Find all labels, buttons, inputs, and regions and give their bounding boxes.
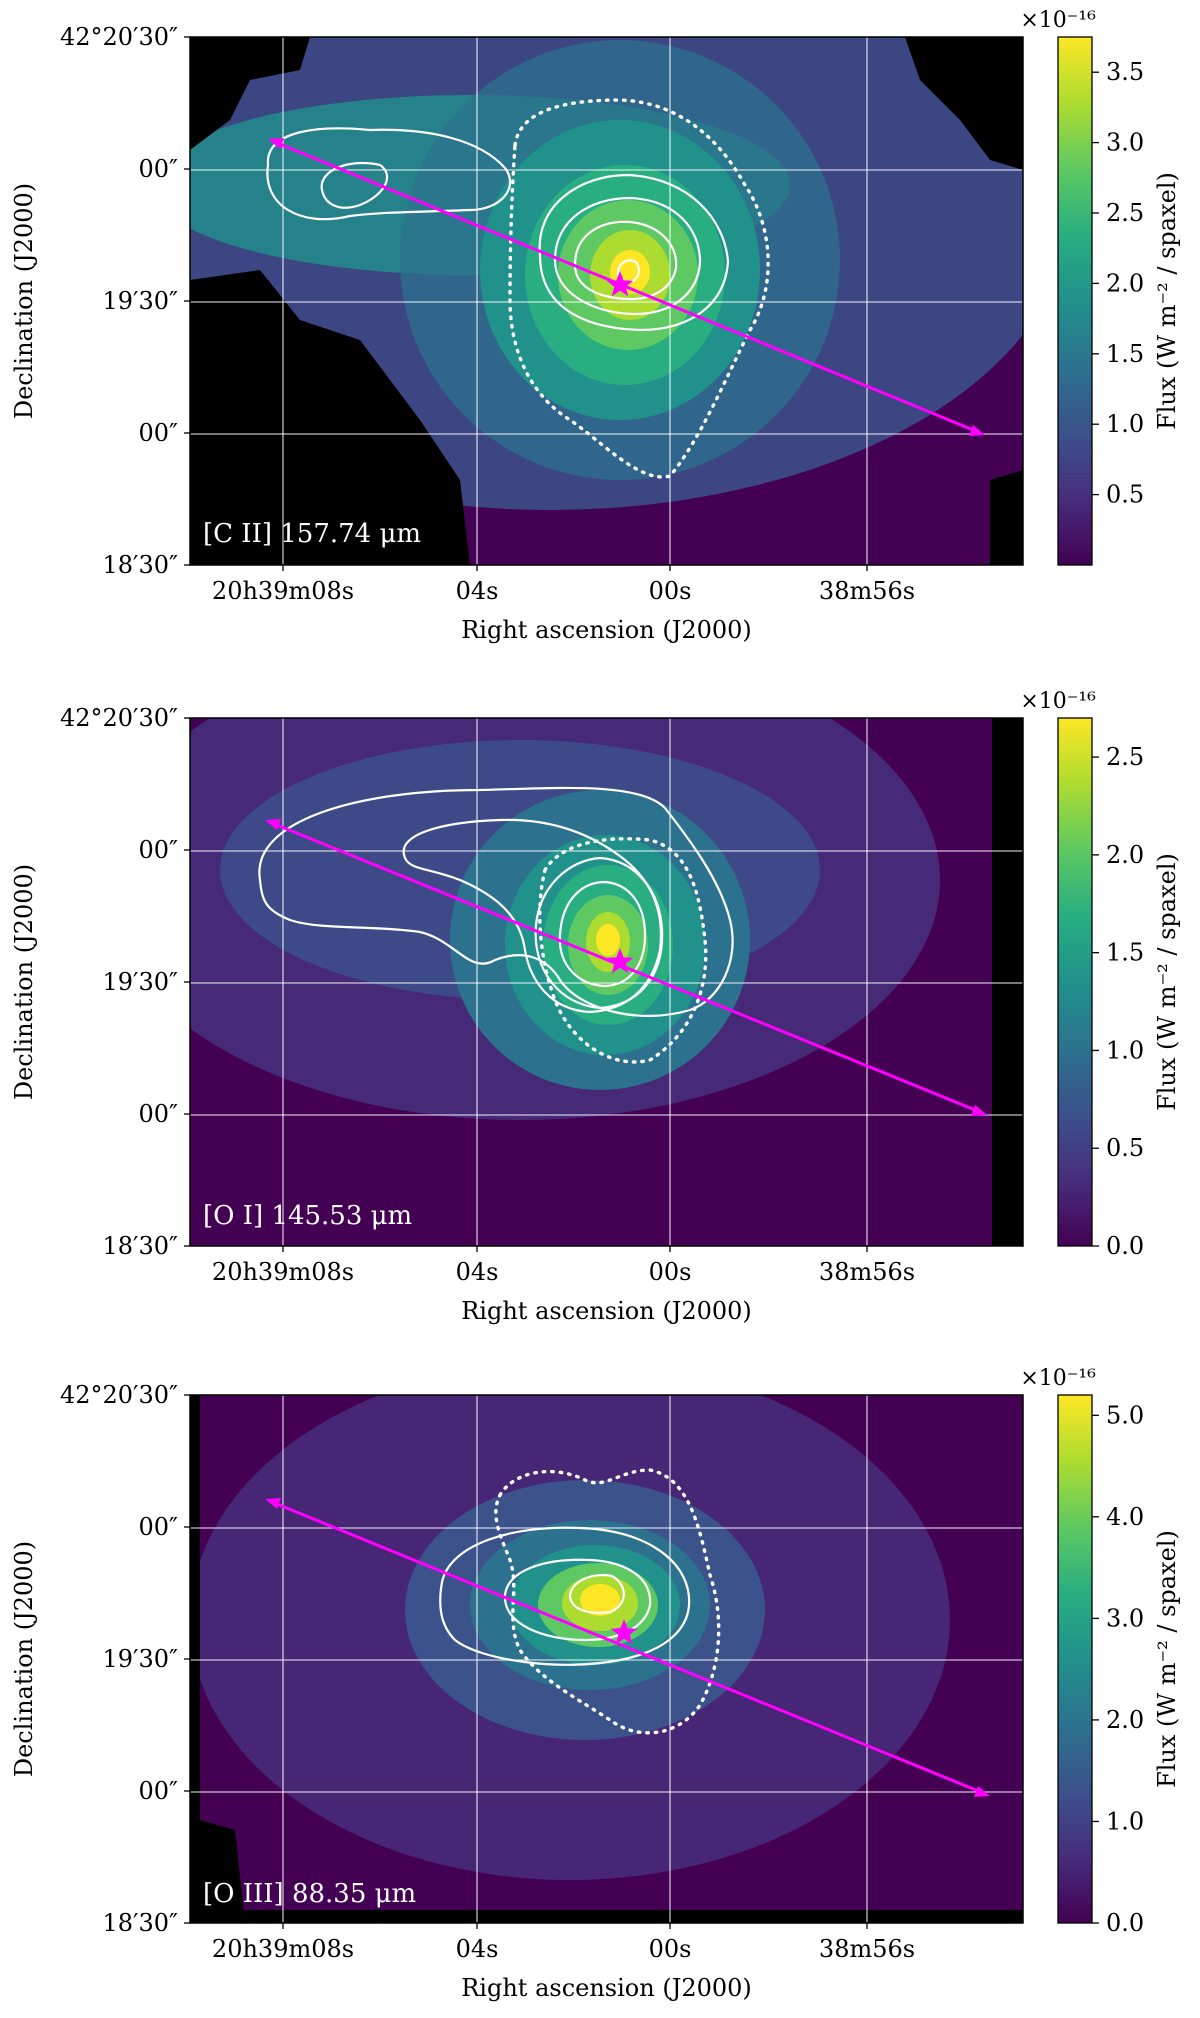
panel-2-colorbar-tick-label: 1.0: [1106, 1036, 1144, 1064]
panel-1-colorbar-tick-label: 1.5: [1106, 340, 1144, 368]
panel-1-heatmap: [190, 37, 1023, 565]
panel-2-colorbar: [1057, 717, 1093, 1247]
panel-1-y-axis-label: Declination (J2000): [10, 183, 38, 419]
panel-1-y-tick-label: 00″: [138, 155, 178, 183]
panel-3-colorbar-tick-label: 5.0: [1106, 1401, 1144, 1429]
panel-2-colorbar-tick-label: 0.5: [1106, 1134, 1144, 1162]
panel-2-y-tick-label: 19′30″: [103, 968, 179, 996]
gridlines: [190, 37, 1023, 1923]
panel-3-contours: [439, 1468, 721, 1735]
panel-3-y-tick-label: 42°20′30″: [60, 1381, 178, 1409]
panel-1-colorbar-tick-label: 2.0: [1106, 269, 1144, 297]
panel-1-x-tick-label: 04s: [456, 577, 499, 605]
panel-1-label: [C II] 157.74 μm: [203, 519, 421, 549]
panel-2-y-tick-label: 00″: [138, 836, 178, 864]
panel-1-y-tick-label: 19′30″: [103, 287, 179, 315]
panel-3-y-tick-label: 18′30″: [103, 1909, 179, 1937]
panel-2-colorbar-tick-label: 2.5: [1106, 743, 1144, 771]
panel-3-colorbar-multiplier: ×10⁻¹⁶: [1020, 1366, 1096, 1391]
panel-1-y-tick-label: 00″: [138, 419, 178, 447]
panel-3-y-tick-label: 00″: [138, 1777, 178, 1805]
panel-3-x-tick-label: 20h39m08s: [212, 1935, 354, 1963]
panel-2-colorbar-tick-label: 1.5: [1106, 939, 1144, 967]
panel-2-x-tick-label: 04s: [456, 1258, 499, 1286]
panel-3-x-axis-label: Right ascension (J2000): [461, 1974, 752, 2002]
panel-2-label: [O I] 145.53 μm: [203, 1201, 412, 1231]
panel-1-colorbar-tick-label: 2.5: [1106, 199, 1144, 227]
panel-2-y-tick-label: 00″: [138, 1100, 178, 1128]
panel-1-y-tick-label: 18′30″: [103, 551, 179, 579]
panel-1-colorbar-label: Flux (W m⁻² / spaxel): [1153, 172, 1181, 430]
panel-3-colorbar-tick-label: 3.0: [1106, 1604, 1144, 1632]
panel-2-x-tick-label: 38m56s: [819, 1258, 915, 1286]
panel-3-colorbar-tick-label: 2.0: [1106, 1706, 1144, 1734]
panel-1-colorbar: [1057, 36, 1093, 566]
panel-3-colorbar-tick-label: 4.0: [1106, 1503, 1144, 1531]
panel-2-colorbar-tick-label: 0.0: [1106, 1232, 1144, 1260]
panel-2-heatmap: [190, 718, 1023, 1246]
panel-1-colorbar-tick-label: 3.5: [1106, 58, 1144, 86]
panel-3-label: [O III] 88.35 μm: [203, 1879, 416, 1909]
panel-2-x-axis-label: Right ascension (J2000): [461, 1297, 752, 1325]
panel-1-x-axis-label: Right ascension (J2000): [461, 616, 752, 644]
panel-2-x-tick-label: 20h39m08s: [212, 1258, 354, 1286]
panel-2-star-marker: [606, 948, 634, 974]
axis-text-layer: 42°20′30″ 00″ 19′30″ 00″ 18′30″ 20h39m08s 04s 0…: [10, 8, 1181, 2002]
panel-2-y-axis-label: Declination (J2000): [10, 864, 38, 1100]
panel-2-colorbar-multiplier: ×10⁻¹⁶: [1020, 689, 1096, 714]
panel-3-y-tick-label: 19′30″: [103, 1645, 179, 1673]
panel-3-colorbar-tick-label: 1.0: [1106, 1807, 1144, 1835]
panel-3-x-tick-label: 04s: [456, 1935, 499, 1963]
panel-1-x-tick-label: 38m56s: [819, 577, 915, 605]
panel-3-colorbar: [1057, 1394, 1093, 1924]
panel-1-colorbar-multiplier: ×10⁻¹⁶: [1020, 8, 1096, 33]
panel-2-colorbar-label: Flux (W m⁻² / spaxel): [1153, 853, 1181, 1111]
panel-3-star-marker: [610, 1619, 638, 1645]
panel-2-x-tick-label: 00s: [649, 1258, 692, 1286]
panel-1-y-tick-label: 42°20′30″: [60, 23, 178, 51]
panel-2-colorbar-tick-label: 2.0: [1106, 841, 1144, 869]
panel-3-colorbar-tick-label: 0.0: [1106, 1909, 1144, 1937]
panel-1-arrow: [268, 138, 985, 436]
panel-1-colorbar-tick-label: 1.0: [1106, 410, 1144, 438]
panel-1-colorbar-tick-label: 3.0: [1106, 129, 1144, 157]
panel-3-colorbar-label: Flux (W m⁻² / spaxel): [1153, 1530, 1181, 1788]
panel-2-y-tick-label: 18′30″: [103, 1232, 179, 1260]
panel-2-contours: [258, 786, 734, 1064]
panel-1-x-tick-label: 00s: [649, 577, 692, 605]
panel-1-star-marker: [606, 271, 634, 297]
panel-3-y-axis-label: Declination (J2000): [10, 1541, 38, 1777]
panel-3-x-tick-label: 00s: [649, 1935, 692, 1963]
panel-3-y-tick-label: 00″: [138, 1513, 178, 1541]
panel-1-colorbar-tick-label: 0.5: [1106, 481, 1144, 509]
panel-2-y-tick-label: 42°20′30″: [60, 704, 178, 732]
panel-3-heatmap: [190, 1395, 1023, 1923]
panel-3-x-tick-label: 38m56s: [819, 1935, 915, 1963]
panel-1-x-tick-label: 20h39m08s: [212, 577, 354, 605]
panel-3-arrow: [265, 1498, 990, 1797]
